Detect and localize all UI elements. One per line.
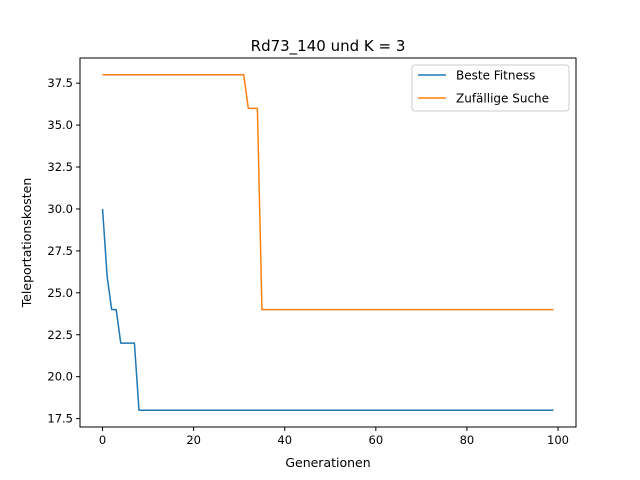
x-tick-label: 40 [277,433,292,447]
legend-box [411,64,570,112]
y-axis-label: Teleportationskosten [19,178,34,309]
chart-title: Rd73_140 und K = 3 [251,37,406,56]
x-tick-label: 60 [369,433,384,447]
y-axis: 17.5 20.0 22.5 25.0 27.5 30.0 32.5 35.0 37.5 [47,76,80,426]
x-tick-label: 20 [186,433,201,447]
y-tick-label: 17.5 [47,412,73,426]
x-tick-label: 100 [547,433,569,447]
y-tick-label: 25.0 [47,286,73,300]
legend-label-zufaellige-suche: Zufällige Suche [456,92,549,106]
legend-label-beste-fitness: Beste Fitness [456,69,535,83]
series-layer [101,74,554,411]
plot-area: 0 20 40 60 80 100 17.5 20.0 22.5 25.0 27.5 30.0 32.… [47,57,577,447]
y-tick-label: 37.5 [47,76,73,90]
legend: Beste Fitness Zufällige Suche [411,64,570,112]
y-tick-label: 22.5 [47,328,73,342]
x-tick-label: 80 [460,433,475,447]
y-tick-label: 20.0 [47,370,73,384]
x-axis-label: Generationen [285,455,370,470]
axes-frame [79,57,577,428]
x-axis: 0 20 40 60 80 100 [99,427,569,447]
series-line-1 [102,74,554,311]
y-tick-label: 30.0 [47,202,73,216]
series-line-0 [101,208,554,411]
y-tick-label: 35.0 [47,118,73,132]
y-tick-label: 32.5 [47,160,73,174]
y-tick-label: 27.5 [47,244,73,258]
x-tick-label: 0 [99,433,106,447]
